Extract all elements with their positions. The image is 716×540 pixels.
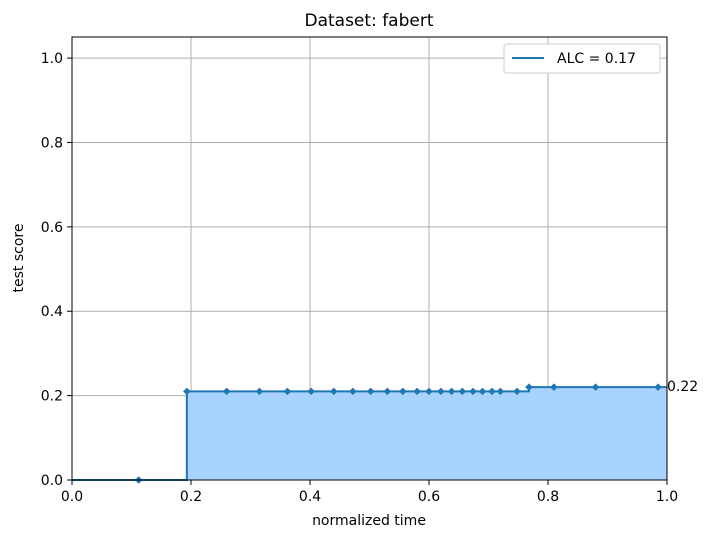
x-tick-label: 0.4: [299, 489, 321, 505]
data-point: [654, 383, 662, 392]
y-tick-label: 0.0: [41, 473, 63, 489]
y-tick-label: 0.8: [41, 135, 63, 151]
y-tick-label: 0.2: [41, 389, 63, 405]
area-fill: [186, 387, 667, 480]
data-points: [134, 383, 662, 484]
data-point: [283, 387, 292, 396]
data-point: [383, 387, 392, 396]
x-tick-label: 0.0: [61, 489, 83, 505]
data-point: [513, 387, 521, 396]
chart-title: Dataset: fabert: [304, 11, 433, 31]
data-point: [488, 387, 496, 396]
data-point: [496, 387, 505, 396]
plot-frame: [71, 36, 668, 481]
x-tick-label: 0.8: [537, 489, 559, 505]
data-point: [398, 387, 407, 396]
legend-label: ALC = 0.17: [557, 51, 636, 67]
data-point: [255, 387, 264, 396]
data-point: [413, 387, 421, 396]
data-point: [348, 387, 357, 396]
data-point: [425, 387, 433, 396]
data-point: [469, 387, 477, 396]
final-value-annotation: 0.22: [667, 379, 698, 395]
data-point: [366, 387, 375, 396]
data-point: [458, 387, 467, 396]
data-point: [307, 387, 316, 396]
data-point: [222, 387, 231, 396]
y-tick-label: 1.0: [41, 51, 63, 67]
data-point: [550, 383, 558, 392]
x-tick-label: 0.2: [180, 489, 202, 505]
data-point: [329, 387, 338, 396]
y-axis-label: test score: [11, 224, 27, 293]
x-tick-label: 1.0: [656, 489, 678, 505]
data-point: [525, 383, 533, 392]
y-tick-label: 0.6: [41, 220, 63, 236]
x-tick-label: 0.6: [418, 489, 440, 505]
data-point: [182, 387, 191, 396]
legend-box: [503, 43, 661, 74]
legend: ALC = 0.17: [503, 43, 661, 74]
data-point: [437, 387, 445, 396]
axis-ticks: 0.0 0.2 0.4 0.6 0.8 1.0 0.0 0.2 0.4 0.6 0.8 1.0: [41, 51, 678, 505]
data-point: [478, 387, 487, 396]
y-tick-label: 0.4: [41, 304, 63, 320]
x-axis-label: normalized time: [312, 513, 426, 529]
data-point: [447, 387, 456, 396]
data-point: [591, 383, 600, 392]
